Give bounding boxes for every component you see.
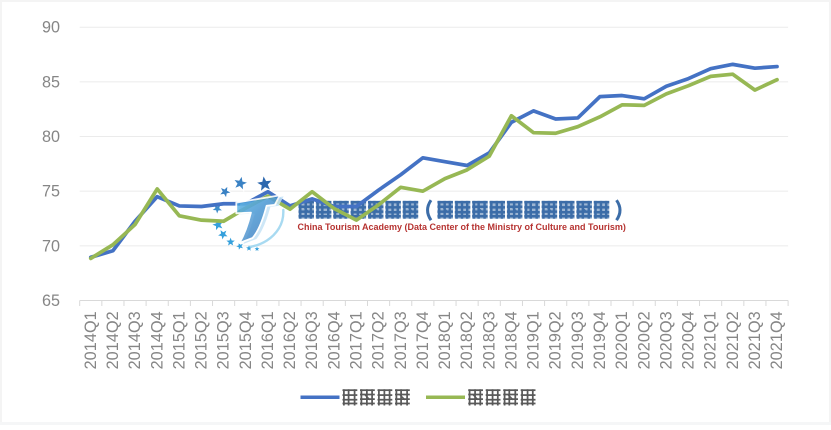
svg-text:2017Q1: 2017Q1 — [348, 311, 366, 369]
svg-text:2021Q4: 2021Q4 — [768, 311, 786, 369]
svg-text:2018Q3: 2018Q3 — [480, 311, 498, 369]
svg-text:2016Q4: 2016Q4 — [325, 311, 343, 369]
svg-text:2018Q4: 2018Q4 — [502, 311, 520, 369]
svg-text:2017Q2: 2017Q2 — [370, 311, 388, 369]
svg-text:2015Q1: 2015Q1 — [170, 311, 188, 369]
svg-text:2014Q4: 2014Q4 — [148, 311, 166, 369]
svg-text:2019Q2: 2019Q2 — [547, 311, 565, 369]
svg-text:2015Q2: 2015Q2 — [193, 311, 211, 369]
svg-text:2014Q1: 2014Q1 — [82, 311, 100, 369]
svg-text:2015Q4: 2015Q4 — [237, 311, 255, 369]
svg-text:70: 70 — [42, 237, 60, 255]
svg-text:2020Q1: 2020Q1 — [613, 311, 631, 369]
svg-text:2020Q2: 2020Q2 — [635, 311, 653, 369]
svg-text:75: 75 — [42, 183, 60, 201]
svg-text:2017Q3: 2017Q3 — [392, 311, 410, 369]
svg-text:2019Q1: 2019Q1 — [525, 311, 543, 369]
svg-text:2021Q2: 2021Q2 — [724, 311, 742, 369]
svg-text:2018Q2: 2018Q2 — [458, 311, 476, 369]
svg-text:2017Q4: 2017Q4 — [414, 311, 432, 369]
svg-text:2014Q2: 2014Q2 — [104, 311, 122, 369]
svg-text:2016Q1: 2016Q1 — [259, 311, 277, 369]
svg-text:80: 80 — [42, 128, 60, 146]
svg-text:65: 65 — [42, 292, 60, 310]
svg-text:2019Q3: 2019Q3 — [569, 311, 587, 369]
svg-text:85: 85 — [42, 73, 60, 91]
svg-text:2015Q3: 2015Q3 — [215, 311, 233, 369]
svg-text:2018Q1: 2018Q1 — [436, 311, 454, 369]
svg-text:2020Q3: 2020Q3 — [657, 311, 675, 369]
svg-text:2020Q4: 2020Q4 — [680, 311, 698, 369]
svg-text:90: 90 — [42, 19, 60, 37]
svg-text:China Tourism Academy (Data Ce: China Tourism Academy (Data Center of th… — [298, 222, 626, 232]
svg-text:2016Q2: 2016Q2 — [281, 311, 299, 369]
svg-text:2021Q1: 2021Q1 — [702, 311, 720, 369]
svg-text:2014Q3: 2014Q3 — [126, 311, 144, 369]
svg-text:2019Q4: 2019Q4 — [591, 311, 609, 369]
svg-text:2016Q3: 2016Q3 — [303, 311, 321, 369]
svg-text:2021Q3: 2021Q3 — [746, 311, 764, 369]
